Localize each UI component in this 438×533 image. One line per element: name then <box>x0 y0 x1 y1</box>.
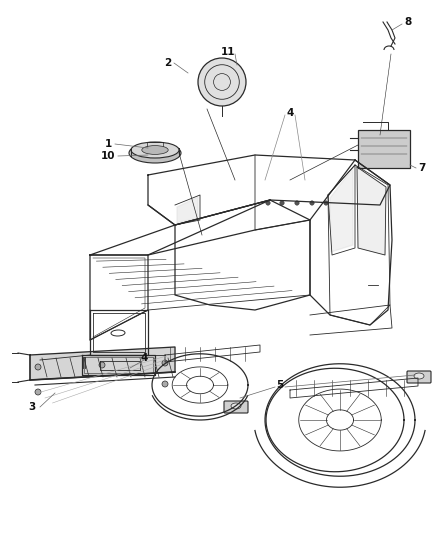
Text: 10: 10 <box>101 151 115 161</box>
Text: 5: 5 <box>276 380 284 390</box>
Polygon shape <box>330 168 353 252</box>
Ellipse shape <box>142 146 168 155</box>
Text: 8: 8 <box>404 17 412 27</box>
Polygon shape <box>30 347 175 380</box>
Circle shape <box>99 362 105 368</box>
Circle shape <box>35 389 41 395</box>
Text: 4: 4 <box>286 108 294 118</box>
Circle shape <box>266 201 270 205</box>
Circle shape <box>310 201 314 205</box>
Ellipse shape <box>231 403 241 409</box>
Circle shape <box>35 364 41 370</box>
Text: 11: 11 <box>221 47 235 57</box>
Circle shape <box>324 201 328 205</box>
Text: 4: 4 <box>140 353 148 363</box>
FancyBboxPatch shape <box>407 371 431 383</box>
Circle shape <box>295 201 299 205</box>
Circle shape <box>162 381 168 387</box>
Polygon shape <box>357 167 386 255</box>
Polygon shape <box>177 197 198 223</box>
FancyBboxPatch shape <box>358 130 410 168</box>
Circle shape <box>198 58 246 106</box>
Ellipse shape <box>131 142 179 158</box>
Text: 2: 2 <box>164 58 172 68</box>
Text: 7: 7 <box>418 163 426 173</box>
Circle shape <box>280 201 284 205</box>
Circle shape <box>162 360 168 366</box>
Text: 3: 3 <box>28 402 35 412</box>
Ellipse shape <box>414 373 424 379</box>
Ellipse shape <box>129 143 181 163</box>
Text: 1: 1 <box>104 139 112 149</box>
FancyBboxPatch shape <box>224 401 248 413</box>
